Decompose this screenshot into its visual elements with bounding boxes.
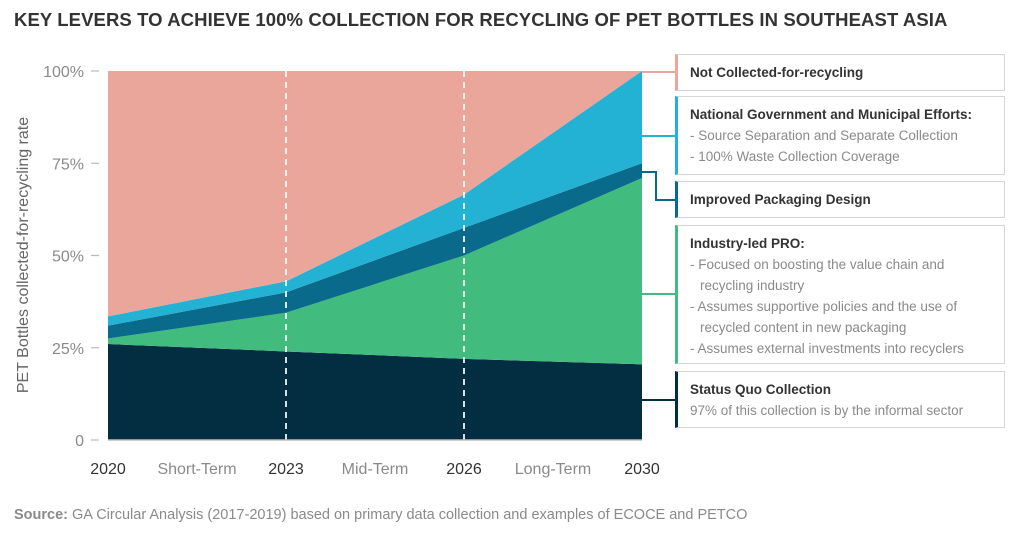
legend-line: - 100% Waste Collection Coverage bbox=[690, 149, 900, 164]
x-ticks: 2020 Short-Term 2023 Mid-Term 2026 Long-Term 2… bbox=[90, 461, 660, 478]
legend-title: Industry-led PRO: bbox=[690, 236, 805, 251]
area-series-group bbox=[108, 71, 642, 440]
legend-line: - Source Separation and Separate Collect… bbox=[690, 128, 958, 143]
y-axis-label: PET Bottles collected-for-recycling rate bbox=[15, 117, 32, 393]
legend-national: National Government and Municipal Effort… bbox=[675, 96, 1005, 175]
legend-title: National Government and Municipal Effort… bbox=[690, 107, 973, 122]
legend-line: 97% of this collection is by the informa… bbox=[690, 403, 964, 418]
y-ticks: 100% 75% 50% 25% 0 bbox=[43, 64, 99, 450]
y-tick-label: 75% bbox=[52, 156, 84, 173]
area-national-government-and-municipal-efforts bbox=[108, 71, 642, 326]
source-note: Source: GA Circular Analysis (2017-2019)… bbox=[14, 507, 747, 523]
x-tick-label: 2030 bbox=[624, 461, 660, 478]
source-label: Source: bbox=[14, 507, 68, 523]
area-not-collected-for-recycling bbox=[108, 71, 642, 317]
legend-line: - Assumes supportive policies and the us… bbox=[690, 299, 958, 314]
x-tick-label: Short-Term bbox=[157, 461, 236, 478]
area-improved-packaging-design bbox=[108, 163, 642, 339]
legend-connector bbox=[642, 171, 675, 201]
x-tick-label: 2023 bbox=[268, 461, 304, 478]
area-status-quo-collection bbox=[108, 344, 642, 440]
y-tick-label: 25% bbox=[52, 341, 84, 358]
legend-title: Status Quo Collection bbox=[690, 382, 832, 397]
x-tick-label: 2026 bbox=[446, 461, 482, 478]
legend-connectors bbox=[642, 71, 675, 401]
y-tick-label: 50% bbox=[52, 249, 84, 266]
legend-line: - Focused on boosting the value chain an… bbox=[690, 257, 945, 272]
y-tick-label: 100% bbox=[43, 64, 84, 81]
y-tick-label: 0 bbox=[75, 433, 84, 450]
x-tick-label: 2020 bbox=[90, 461, 126, 478]
legend-not-collected: Not Collected-for-recycling bbox=[675, 54, 1005, 91]
legend-line: recycling industry bbox=[700, 278, 805, 293]
legend-packaging: Improved Packaging Design bbox=[675, 181, 1005, 218]
area-industry-led-pro bbox=[108, 178, 642, 365]
legend-title: Improved Packaging Design bbox=[690, 192, 871, 207]
source-text: GA Circular Analysis (2017-2019) based o… bbox=[72, 507, 748, 523]
x-tick-label: Long-Term bbox=[515, 461, 591, 478]
x-tick-label: Mid-Term bbox=[342, 461, 409, 478]
legend-title: Not Collected-for-recycling bbox=[690, 65, 864, 80]
legend-line: recycled content in new packaging bbox=[700, 320, 907, 335]
legend-status-quo: Status Quo Collection 97% of this collec… bbox=[675, 371, 1005, 428]
chart-title: KEY LEVERS TO ACHIEVE 100% COLLECTION FO… bbox=[14, 9, 948, 30]
legend-industry: Industry-led PRO: - Focused on boosting … bbox=[675, 225, 1005, 364]
legend-line: - Assumes external investments into recy… bbox=[690, 341, 964, 356]
